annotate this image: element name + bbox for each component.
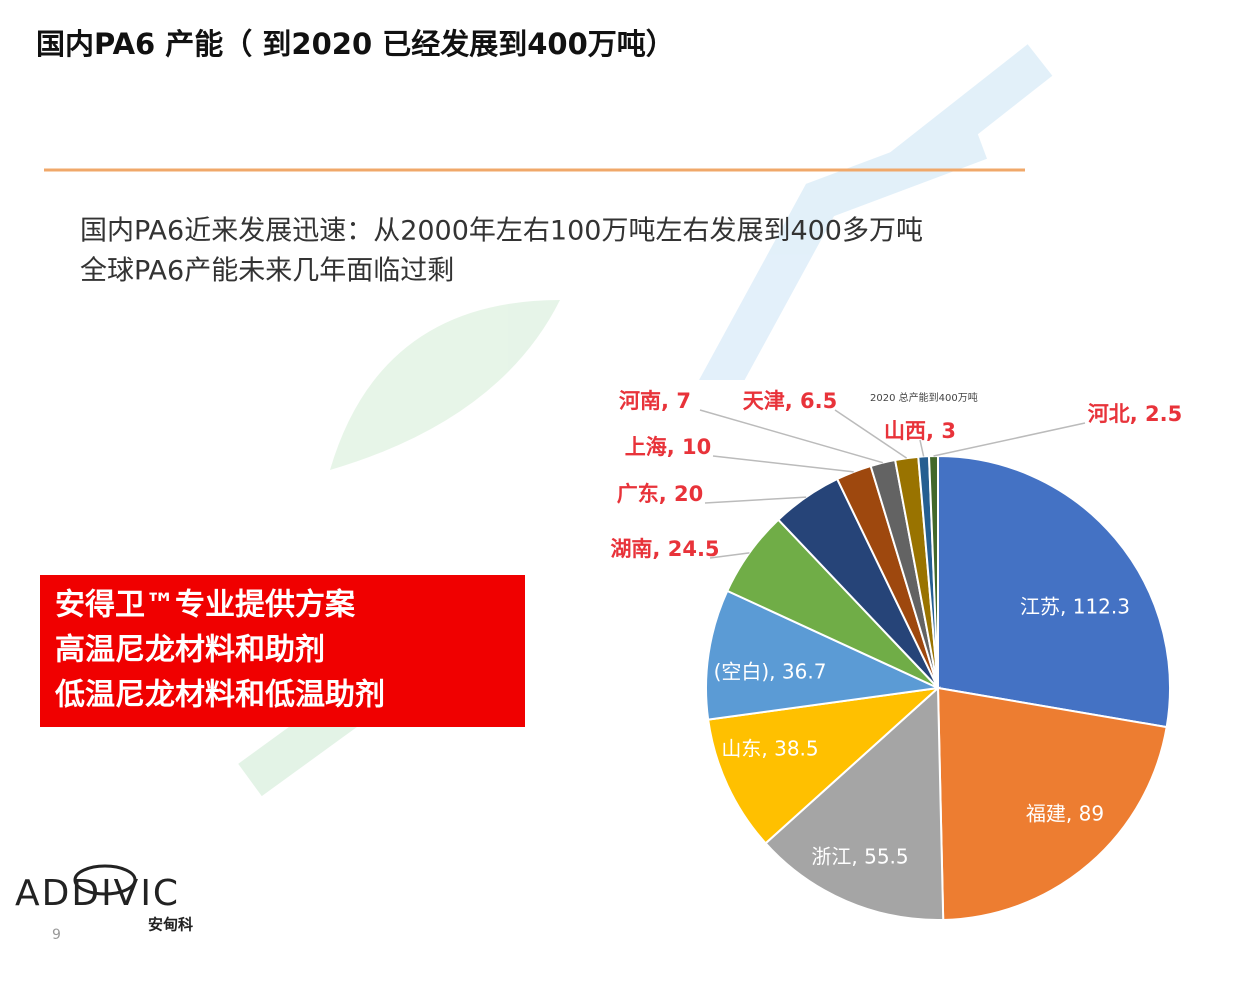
pie-slice <box>927 454 939 689</box>
chart-title: 2020 总产能到400万吨 <box>870 391 978 404</box>
data-label: 山西, 3 <box>884 419 956 443</box>
data-label: (空白), 36.7 <box>714 660 827 684</box>
data-label: 广东, 20 <box>617 482 704 506</box>
logo-subtitle: 安甸科 <box>148 916 193 934</box>
slide-title: 国内PA6 产能（ 到2020 已经发展到400万吨） <box>36 27 675 61</box>
leader-line <box>709 552 750 559</box>
data-label: 山东, 38.5 <box>721 737 818 761</box>
data-label: 湖南, 24.5 <box>610 537 719 561</box>
callout-line: 低温尼龙材料和低温助剂 <box>54 678 385 713</box>
leader-line <box>933 422 1086 457</box>
callout-line: 安得卫™专业提供方案 <box>55 588 356 623</box>
pie-slice <box>764 685 945 921</box>
pie-slice <box>936 686 1168 921</box>
page-number: 9 <box>52 927 61 943</box>
logo-background <box>0 830 258 980</box>
logo-name: ADDIVIC <box>15 873 180 914</box>
callout-line: 高温尼龙材料和助剂 <box>55 633 325 668</box>
data-label: 天津, 6.5 <box>743 389 838 413</box>
leader-line <box>834 409 908 459</box>
data-label: 上海, 10 <box>625 435 712 459</box>
pie-slice <box>705 589 942 721</box>
bullet: 全球PA6产能未来几年面临过剩 <box>80 256 454 287</box>
data-label: 福建, 89 <box>1026 802 1104 826</box>
leader-line <box>699 409 884 464</box>
data-label: 江苏, 112.3 <box>1020 595 1130 619</box>
pie-slice <box>937 454 1171 729</box>
data-label: 浙江, 55.5 <box>811 845 908 869</box>
callout-box <box>40 575 525 727</box>
leader-line <box>704 496 807 504</box>
leader-line <box>919 439 925 457</box>
pie-slice <box>707 686 942 845</box>
data-label: 河南, 7 <box>619 389 691 413</box>
leader-line <box>712 455 854 473</box>
logo-mark <box>73 864 137 896</box>
data-label: 河北, 2.5 <box>1088 402 1183 426</box>
bullet: 国内PA6近来发展迅速：从2000年左右100万吨左右发展到400多万吨 <box>80 216 923 247</box>
